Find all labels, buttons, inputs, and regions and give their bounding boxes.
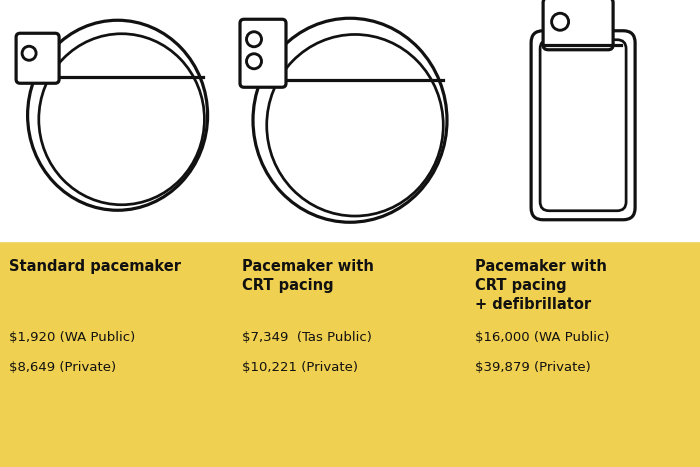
Text: Pacemaker with
CRT pacing
+ defibrillator: Pacemaker with CRT pacing + defibrillato…: [475, 259, 606, 312]
Ellipse shape: [27, 20, 208, 210]
Circle shape: [552, 13, 568, 30]
Circle shape: [246, 32, 262, 47]
Text: Standard pacemaker: Standard pacemaker: [9, 259, 181, 274]
Text: $39,879 (Private): $39,879 (Private): [475, 361, 590, 374]
Text: $8,649 (Private): $8,649 (Private): [9, 361, 116, 374]
Bar: [0, 241, 700, 467]
Text: $16,000 (WA Public): $16,000 (WA Public): [475, 331, 609, 344]
FancyBboxPatch shape: [543, 0, 613, 50]
Text: $7,349  (Tas Public): $7,349 (Tas Public): [241, 331, 372, 344]
Circle shape: [246, 54, 262, 69]
FancyBboxPatch shape: [240, 19, 286, 87]
Text: $10,221 (Private): $10,221 (Private): [241, 361, 358, 374]
Text: Pacemaker with
CRT pacing: Pacemaker with CRT pacing: [241, 259, 373, 293]
FancyBboxPatch shape: [16, 33, 59, 83]
Ellipse shape: [253, 18, 447, 222]
FancyBboxPatch shape: [531, 31, 635, 220]
Circle shape: [22, 46, 36, 60]
Bar: [0, 0, 700, 241]
Text: $1,920 (WA Public): $1,920 (WA Public): [9, 331, 135, 344]
